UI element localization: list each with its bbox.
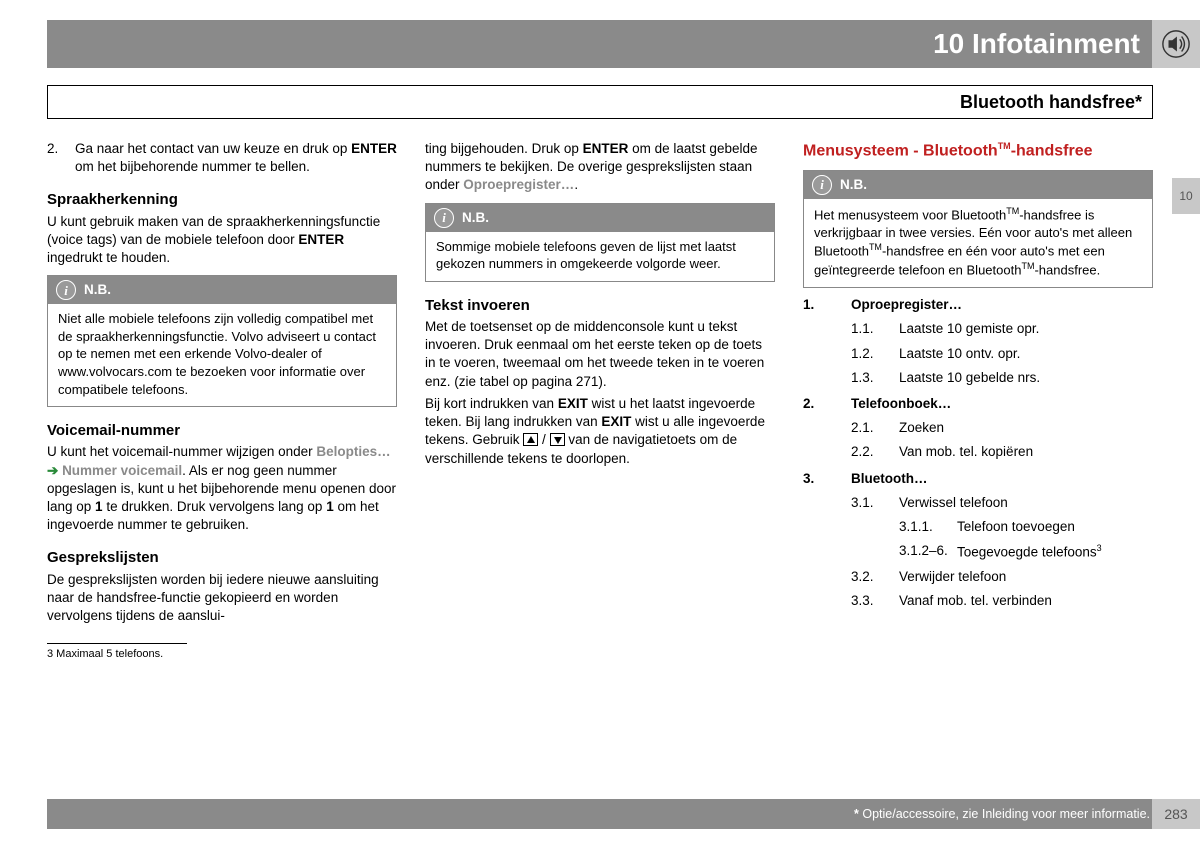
footnote-separator	[47, 643, 187, 644]
para-continuation: ting bijgehouden. Druk op ENTER om de la…	[425, 140, 775, 195]
speaker-icon	[1161, 29, 1191, 59]
menu-2-2: 2.2.Van mob. tel. kopiëren	[803, 443, 1153, 461]
menu-1-1: 1.1.Laatste 10 gemiste opr.	[803, 320, 1153, 338]
note-box-2: i N.B. Sommige mobiele telefoons geven d…	[425, 203, 775, 282]
note-header: i N.B.	[48, 276, 396, 304]
heading-spraakherkenning: Spraakherkenning	[47, 190, 397, 210]
note-box-1: i N.B. Niet alle mobiele telefoons zijn …	[47, 275, 397, 407]
heading-tekst-invoeren: Tekst invoeren	[425, 296, 775, 316]
column-3: Menusysteem - BluetoothTM-handsfree i N.…	[803, 140, 1153, 767]
column-2: ting bijgehouden. Druk op ENTER om de la…	[425, 140, 775, 767]
info-icon: i	[812, 175, 832, 195]
heading-voicemail: Voicemail-nummer	[47, 421, 397, 441]
note-header: i N.B.	[426, 204, 774, 232]
note-body: Sommige mobiele telefoons geven de lijst…	[426, 232, 774, 281]
menu-3-1-1: 3.1.1.Telefoon toevoegen	[803, 518, 1153, 536]
step-text: Ga naar het contact van uw keuze en druk…	[75, 140, 397, 176]
note-label: N.B.	[462, 209, 489, 227]
footer-note: * Optie/accessoire, zie Inleiding voor m…	[854, 806, 1150, 823]
speaker-icon-box	[1152, 20, 1200, 68]
para-spraak: U kunt gebruik maken van de spraakherken…	[47, 213, 397, 268]
note-body: Niet alle mobiele telefoons zijn volledi…	[48, 304, 396, 406]
menu-1-2: 1.2.Laatste 10 ontv. opr.	[803, 345, 1153, 363]
header-bar: 10 Infotainment	[47, 20, 1200, 68]
heading-gesprekslijsten: Gesprekslijsten	[47, 548, 397, 568]
note-header: i N.B.	[804, 171, 1152, 199]
note-body: Het menusysteem voor BluetoothTM-handsfr…	[804, 199, 1152, 287]
side-tab: 10	[1172, 178, 1200, 214]
para-tekst-invoeren-1: Met de toetsenset op de middenconsole ku…	[425, 318, 775, 391]
menu-1: 1.Oproepregister…	[803, 296, 1153, 314]
para-tekst-invoeren-2: Bij kort indrukken van EXIT wist u het l…	[425, 395, 775, 468]
footer-bar: * Optie/accessoire, zie Inleiding voor m…	[47, 799, 1200, 829]
step-2: 2. Ga naar het contact van uw keuze en d…	[47, 140, 397, 176]
info-icon: i	[434, 208, 454, 228]
info-icon: i	[56, 280, 76, 300]
menu-2-1: 2.1.Zoeken	[803, 419, 1153, 437]
note-box-3: i N.B. Het menusysteem voor BluetoothTM-…	[803, 170, 1153, 288]
para-voicemail: U kunt het voicemail-nummer wijzigen ond…	[47, 443, 397, 534]
column-1: 2. Ga naar het contact van uw keuze en d…	[47, 140, 397, 767]
note-label: N.B.	[84, 281, 111, 299]
menu-1-3: 1.3.Laatste 10 gebelde nrs.	[803, 369, 1153, 387]
chapter-title: 10 Infotainment	[933, 25, 1140, 63]
footnote-3: 3 Maximaal 5 telefoons.	[47, 647, 397, 662]
section-title: Bluetooth handsfree*	[47, 85, 1153, 119]
page-number: 283	[1152, 799, 1200, 829]
nav-down-icon	[550, 433, 565, 446]
menu-list: 1.Oproepregister… 1.1.Laatste 10 gemiste…	[803, 296, 1153, 610]
menu-3-2: 3.2.Verwijder telefoon	[803, 568, 1153, 586]
nav-up-icon	[523, 433, 538, 446]
menu-2: 2.Telefoonboek…	[803, 395, 1153, 413]
menu-3-1: 3.1.Verwissel telefoon	[803, 494, 1153, 512]
menu-3-1-2: 3.1.2–6.Toegevoegde telefoons3	[803, 542, 1153, 562]
heading-menusysteem: Menusysteem - BluetoothTM-handsfree	[803, 140, 1153, 162]
step-number: 2.	[47, 140, 75, 176]
content-columns: 2. Ga naar het contact van uw keuze en d…	[47, 140, 1153, 767]
menu-3-3: 3.3.Vanaf mob. tel. verbinden	[803, 592, 1153, 610]
note-label: N.B.	[840, 176, 867, 194]
menu-3: 3.Bluetooth…	[803, 470, 1153, 488]
para-gesprekslijsten: De gesprekslijsten worden bij iedere nie…	[47, 571, 397, 626]
